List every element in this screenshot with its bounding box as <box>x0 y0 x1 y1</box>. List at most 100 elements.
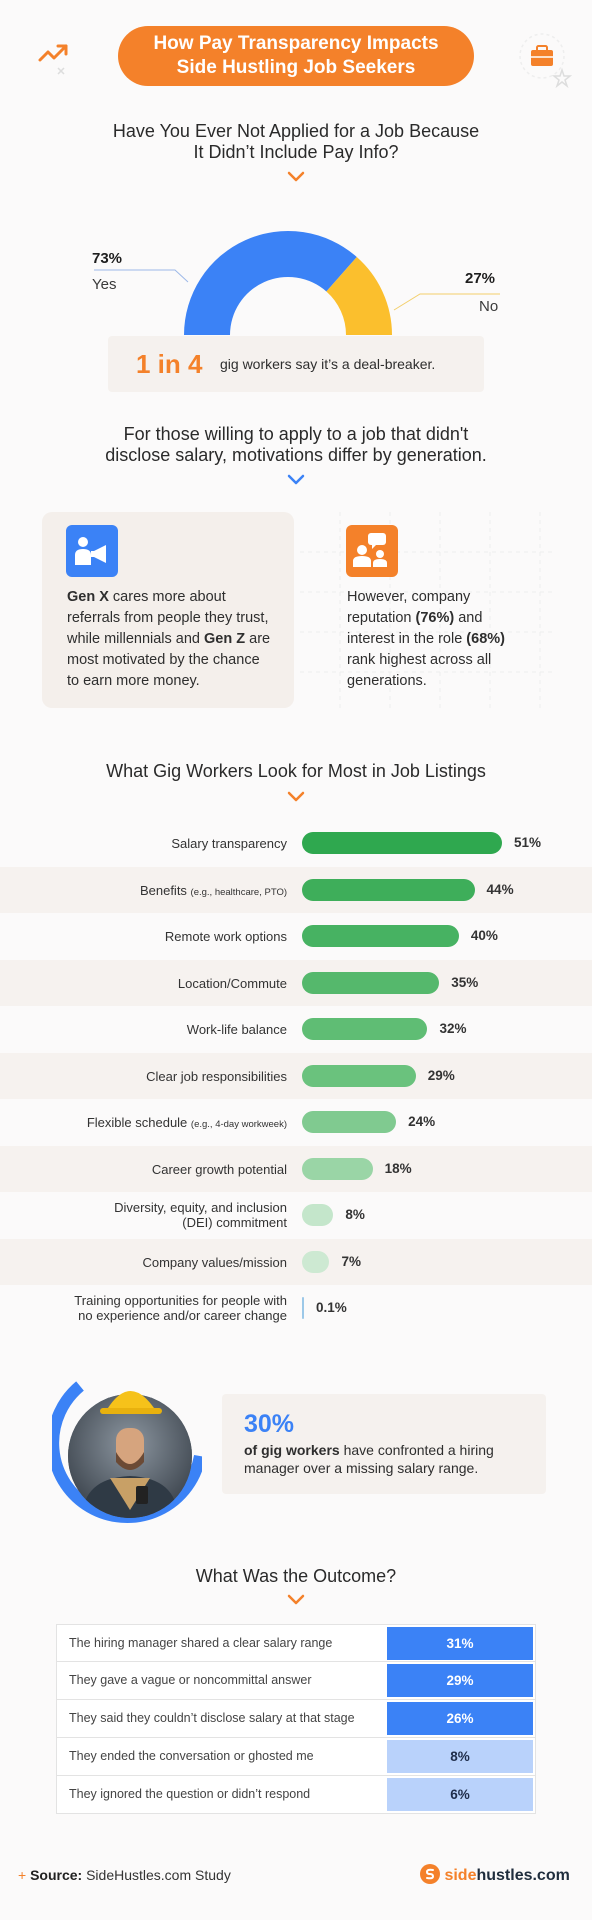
title-line-2: Side Hustling Job Seekers <box>176 57 416 78</box>
listing-pct: 24% <box>408 1114 436 1129</box>
listing-row: Work-life balance 32% <box>0 1006 592 1052</box>
card-text-line: interest in the role (68%) <box>347 631 505 647</box>
no-leader-line <box>393 293 500 311</box>
listing-bar <box>302 1018 428 1040</box>
confronted-text-bold: of gig workers <box>244 1442 340 1458</box>
speaker-megaphone-icon <box>66 525 118 577</box>
outcome-label: The hiring manager shared a clear salary… <box>69 1636 333 1650</box>
deal-breaker-callout: 1 in 4 gig workers say it’s a deal-break… <box>108 336 484 392</box>
listing-row: Diversity, equity, and inclusion (DEI) co… <box>0 1192 592 1238</box>
listing-label: Remote work options <box>164 929 287 944</box>
outcome-row: They gave a vague or noncommittal answer… <box>56 1662 536 1700</box>
listing-label: Clear job responsibilities <box>146 1068 287 1084</box>
section1-heading-line1: Have You Ever Not Applied for a Job Beca… <box>112 121 480 141</box>
outcome-pct: 31% <box>387 1627 533 1660</box>
infographic-title: How Pay Transparency Impacts Side Hustli… <box>118 26 474 86</box>
listing-bar <box>302 832 502 854</box>
section2-heading-line2: disclose salary, motivations differ by g… <box>105 445 487 465</box>
donut-slice-yes <box>184 231 357 335</box>
card-left-text: Gen X cares more about referrals from peo… <box>67 587 287 692</box>
listing-label: Location/Commute <box>177 975 287 991</box>
listing-bar <box>302 925 459 947</box>
listing-row: Benefits (e.g., healthcare, PTO) 44% <box>0 866 592 913</box>
card-text-line: most motivated by the chance <box>67 652 260 668</box>
logo-mark-icon <box>420 1864 440 1884</box>
yes-leader-line <box>94 269 189 283</box>
card-text-line: However, company <box>347 589 471 605</box>
listing-pct: 40% <box>470 928 498 943</box>
listing-pct: 35% <box>451 974 479 990</box>
card-text-line: reputation (76%) and <box>347 610 483 626</box>
outcome-label: They ended the conversation or ghosted m… <box>69 1749 314 1763</box>
card-text-line: Gen X cares more about <box>67 589 226 605</box>
section3-heading: What Gig Workers Look for Most in Job Li… <box>106 761 486 781</box>
listing-bar <box>302 1157 373 1180</box>
outcome-pct: 29% <box>387 1664 533 1697</box>
listing-row: Salary transparency 51% <box>0 820 592 866</box>
outcome-row: They ignored the question or didn’t resp… <box>56 1776 536 1814</box>
listing-pct: 8% <box>345 1207 365 1222</box>
outcome-row: The hiring manager shared a clear salary… <box>56 1624 536 1662</box>
outcome-pct: 8% <box>387 1740 533 1773</box>
listing-bar <box>302 971 440 994</box>
sidehustles-logo: sidehustles.com <box>420 1864 570 1885</box>
confronted-big-stat: 30% <box>244 1410 295 1438</box>
card-text-line: while millennials and Gen Z are <box>67 631 271 647</box>
no-label: No <box>479 298 499 315</box>
listing-label: Training opportunities for people with no… <box>74 1293 287 1323</box>
section2-heading-line1: For those willing to apply to a job that… <box>123 424 469 444</box>
section2-heading: For those willing to apply to a job that… <box>0 424 592 466</box>
listing-label: Flexible schedule (e.g., 4-day workweek) <box>86 1115 287 1130</box>
outcome-label: They ignored the question or didn’t resp… <box>69 1787 311 1801</box>
source-label: Source: <box>30 1867 83 1883</box>
no-pct: 27% <box>465 270 496 287</box>
outcome-row: They said they couldn’t disclose salary … <box>56 1700 536 1738</box>
section1-heading: Have You Ever Not Applied for a Job Beca… <box>0 121 592 163</box>
card-text-line: to earn more money. <box>67 673 200 689</box>
listing-row: Company values/mission 7% <box>0 1238 592 1285</box>
listing-row: Flexible schedule (e.g., 4-day workweek)… <box>0 1099 592 1145</box>
trending-up-icon <box>38 44 68 75</box>
listing-row: Remote work options 40% <box>0 913 592 959</box>
listing-label: Benefits (e.g., healthcare, PTO) <box>139 882 287 898</box>
card-right-text: However, company reputation (76%) and inte… <box>347 587 547 692</box>
card-text-line: referrals from people they trust, <box>67 610 269 626</box>
briefcase-icon <box>519 33 573 89</box>
chevron-down-icon <box>287 1594 305 1605</box>
outcome-pct: 26% <box>387 1702 533 1735</box>
listing-pct: 29% <box>427 1067 455 1083</box>
confronted-callout: 30% of gig workers have confronted a hir… <box>222 1394 546 1494</box>
people-chat-icon <box>346 525 398 577</box>
outcome-label: They gave a vague or noncommittal answer <box>69 1673 312 1687</box>
chevron-down-icon <box>287 474 305 485</box>
listing-label: Diversity, equity, and inclusion (DEI) co… <box>114 1200 287 1230</box>
listing-pct: 18% <box>384 1160 412 1176</box>
listing-label: Salary transparency <box>171 836 287 851</box>
yes-label: Yes <box>92 276 117 293</box>
outcome-label: They said they couldn’t disclose salary … <box>69 1711 355 1725</box>
confronted-text: of gig workers have confronted a hiring … <box>244 1441 534 1477</box>
listing-label: Work-life balance <box>186 1022 287 1037</box>
confronted-text-rest: have confronted a hiring manager over a … <box>244 1442 494 1476</box>
listing-label: Career growth potential <box>151 1161 287 1177</box>
logo-text-a: side <box>444 1867 477 1884</box>
card-text-line: generations. <box>347 673 427 689</box>
chevron-down-icon <box>287 171 305 182</box>
yes-pct: 73% <box>92 250 123 267</box>
listing-bar <box>302 878 475 901</box>
listing-row: Clear job responsibilities 29% <box>0 1052 592 1099</box>
listing-pct: 32% <box>439 1021 467 1036</box>
listing-pct: 51% <box>514 835 542 850</box>
outcome-pct: 6% <box>387 1778 533 1811</box>
listing-pct: 44% <box>486 881 514 897</box>
worker-photo <box>52 1381 202 1523</box>
section1-heading-line2: It Didn’t Include Pay Info? <box>193 142 399 162</box>
card-text-line: rank highest across all <box>347 652 492 668</box>
source-line: + Source: SideHustles.com Study <box>18 1867 231 1883</box>
source-plus-icon: + <box>18 1867 27 1883</box>
logo-text-b: hustles.com <box>476 1867 570 1884</box>
chevron-down-icon <box>287 791 305 802</box>
outcome-table: The hiring manager shared a clear salary… <box>56 1624 536 1814</box>
listing-pct: 0.1% <box>316 1300 347 1315</box>
donut-slice-no <box>326 256 392 335</box>
